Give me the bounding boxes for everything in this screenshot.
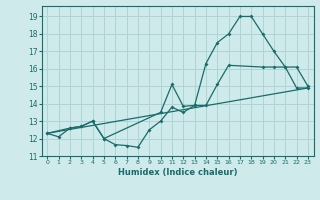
X-axis label: Humidex (Indice chaleur): Humidex (Indice chaleur) — [118, 168, 237, 177]
